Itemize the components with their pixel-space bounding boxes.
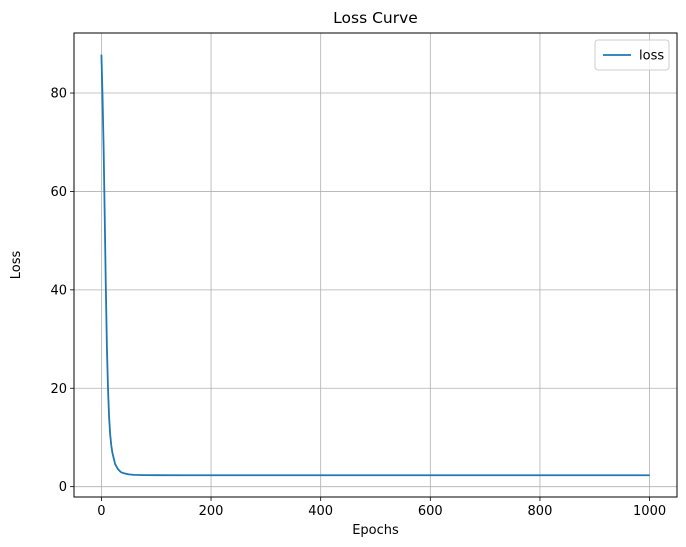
legend-label-loss: loss — [639, 49, 664, 64]
y-axis-label: Loss — [9, 251, 24, 280]
plot-frame — [73, 32, 678, 498]
y-tick-label: 0 — [59, 480, 67, 495]
legend-box — [594, 39, 670, 71]
y-tick-label: 20 — [50, 382, 67, 397]
x-tick-label: 800 — [528, 504, 553, 519]
y-tick-label: 80 — [50, 87, 67, 102]
legend: loss — [594, 39, 670, 71]
x-axis-label: Epochs — [352, 523, 399, 538]
chart-title: Loss Curve — [333, 9, 418, 27]
grid — [74, 33, 677, 497]
x-tick-label: 400 — [308, 504, 333, 519]
x-tick-label: 1000 — [633, 504, 666, 519]
y-tick-label: 40 — [50, 283, 67, 298]
series-line-loss — [100, 54, 650, 477]
x-tick-label: 0 — [97, 504, 105, 519]
x-tick-label: 200 — [199, 504, 224, 519]
x-tick-label: 600 — [418, 504, 443, 519]
y-tick-label: 60 — [50, 185, 67, 200]
series-layer — [100, 54, 650, 477]
y-axis-ticks: 0 20 40 60 80 — [50, 87, 74, 495]
x-axis-ticks: 0 200 400 600 800 1000 — [97, 497, 666, 519]
